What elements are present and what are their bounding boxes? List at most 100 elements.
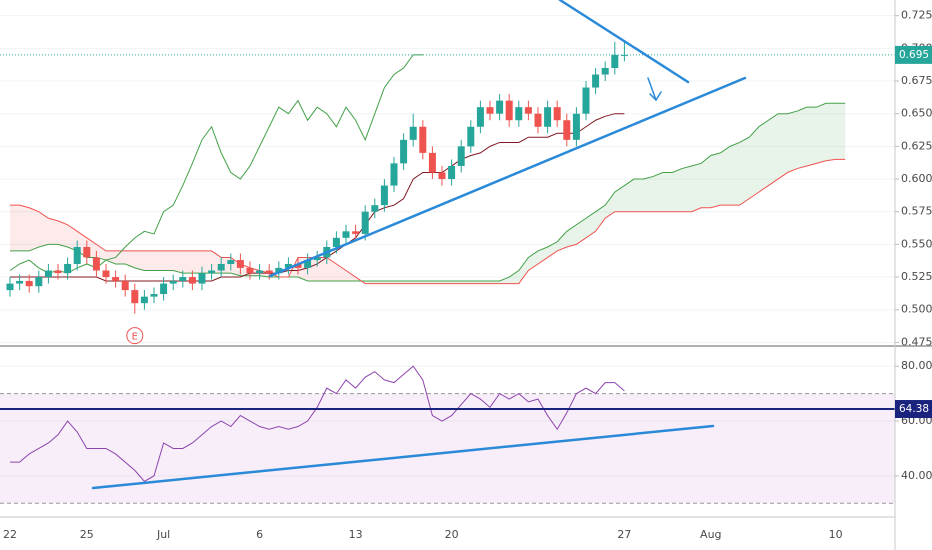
cloud-span-a [10, 102, 846, 282]
cloud-fill [38, 211, 49, 247]
cloud-fill [413, 280, 423, 284]
cloud-fill [125, 250, 135, 268]
cloud-fill [96, 244, 106, 261]
cloud-fill [374, 280, 385, 284]
candle-body [534, 113, 542, 127]
arrow-head [649, 91, 662, 102]
cloud-fill [58, 220, 68, 247]
cloud-fill [490, 280, 500, 284]
y-tick-label: 0.550 [901, 237, 932, 250]
y-tick-label: 0.625 [901, 139, 932, 152]
cloud-fill [192, 250, 202, 274]
cloud-fill [403, 280, 414, 284]
y-tick-label: 0.525 [901, 270, 932, 283]
cloud-fill [691, 163, 702, 212]
cloud-fill [461, 280, 471, 284]
cloud-fill [586, 211, 596, 238]
cloud-fill [48, 218, 58, 245]
candle-body [601, 67, 609, 75]
candle-body [361, 211, 369, 234]
cloud-fill [826, 103, 836, 161]
candle-body [112, 277, 120, 281]
candle-body [409, 126, 417, 140]
y-tick-label: 80.00 [901, 359, 932, 372]
cloud-fill [566, 224, 577, 247]
cloud-fill [29, 207, 39, 251]
cloud-fill [557, 231, 567, 251]
cloud-fill [432, 280, 442, 284]
candle-body [544, 107, 552, 127]
candle-body [428, 152, 436, 173]
cloud-fill [835, 103, 846, 160]
candle-body [246, 267, 254, 274]
candle-body [73, 246, 81, 264]
candle-body [284, 263, 292, 268]
cloud-fill [346, 270, 356, 281]
plot-layer: E [0, 15, 895, 504]
cloud-fill [758, 120, 769, 193]
cloud-fill [470, 280, 481, 284]
cloud-fill [144, 250, 154, 271]
price-badge [895, 400, 932, 419]
candle-body [457, 146, 465, 166]
y-tick-label: 0.725 [901, 9, 932, 22]
candle-body [92, 257, 100, 271]
candle-body [35, 277, 43, 287]
cloud-fill [787, 111, 798, 173]
candle-body [524, 107, 532, 114]
rsi-line [10, 365, 625, 482]
x-tick-label: 13 [349, 528, 363, 541]
arrow-shaft [647, 77, 657, 101]
y-tick-label: 0.675 [901, 74, 932, 87]
candle-body [256, 270, 264, 274]
candle-body [150, 294, 158, 297]
cloud-fill [163, 250, 174, 271]
cloud-fill [576, 218, 586, 245]
candle-body [467, 126, 475, 147]
candle-body [380, 185, 388, 206]
cloud-fill [624, 179, 634, 212]
cloud-fill [682, 165, 692, 212]
candle-body [236, 260, 244, 268]
cloud-fill [182, 250, 193, 274]
x-tick-label: 27 [617, 528, 631, 541]
cloud-fill [19, 205, 30, 251]
price-badge-label: 0.695 [899, 49, 929, 61]
candle-body [6, 283, 14, 291]
candle-body [371, 205, 379, 212]
cloud-fill [701, 155, 711, 208]
x-tick-label: 6 [256, 528, 263, 541]
candle-body [25, 280, 33, 287]
cloud-fill [643, 176, 654, 212]
y-tick-label: 0.650 [901, 107, 932, 120]
y-tick-label: 0.600 [901, 172, 932, 185]
candle-body [140, 296, 148, 304]
candle-body [64, 263, 72, 274]
candle-body [496, 100, 504, 114]
cloud-span-b [10, 158, 846, 285]
candle-body [313, 257, 321, 261]
cloud-fill [509, 270, 519, 284]
cloud-fill [384, 280, 394, 284]
cloud-fill [202, 250, 212, 274]
candle-body [265, 270, 273, 274]
candle-body [592, 74, 600, 88]
drawings [91, 0, 747, 490]
candle-body [390, 163, 398, 186]
candle-body [419, 126, 427, 153]
cloud-fill [662, 172, 673, 212]
x-tick-label: Jul [156, 528, 170, 541]
candle-body [16, 280, 24, 284]
x-tick-label: 22 [3, 528, 17, 541]
candle-body [515, 107, 523, 121]
x-tick-label: 25 [80, 528, 94, 541]
candle-body [438, 172, 446, 180]
candle-body [505, 100, 513, 121]
x-tick-label: Aug [700, 528, 721, 541]
event-marker [126, 327, 144, 345]
candle-body [102, 270, 110, 278]
price-badge-label: 64.38 [899, 403, 929, 415]
candle-body [304, 260, 312, 268]
candle-body [217, 263, 225, 271]
y-tick-label: 0.500 [901, 303, 932, 316]
